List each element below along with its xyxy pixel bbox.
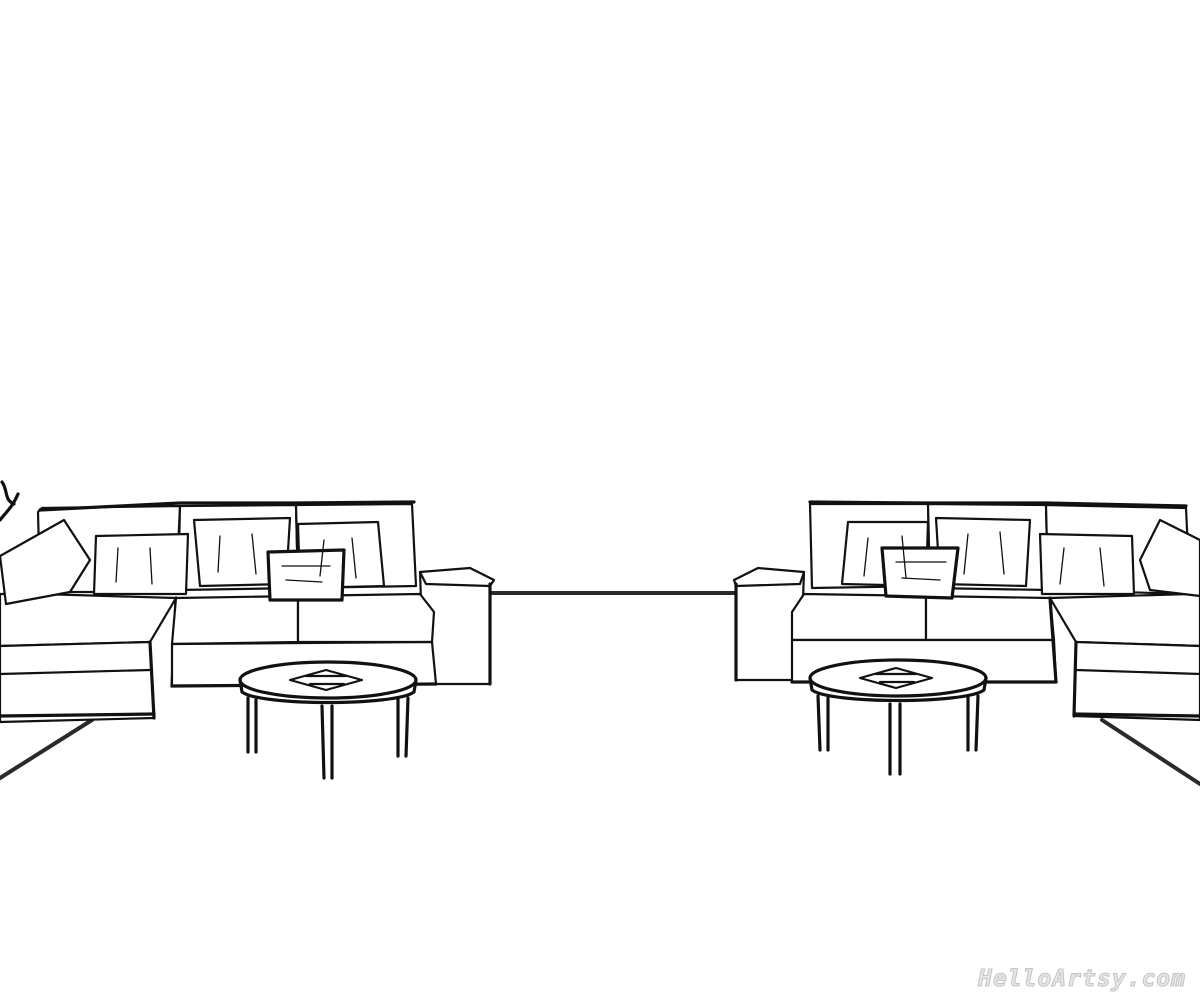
right-chaise-front: [1072, 640, 1200, 722]
left-pillow-1: [92, 532, 190, 596]
right-sectional-sofa: [732, 500, 1200, 722]
left-plant-stem: [0, 480, 20, 522]
right-floor-perspective-line: [1100, 718, 1200, 786]
left-round-coffee-table: [238, 660, 418, 780]
left-sofa-seat-cushion-1: [170, 594, 300, 646]
right-table-leg-left: [816, 694, 830, 752]
right-sofa-arm-top: [732, 566, 806, 588]
left-table-top-pattern: [288, 668, 364, 692]
left-sofa-seat-cushion-2: [296, 592, 436, 644]
right-table-edge: [808, 676, 988, 703]
right-pillow-chaise: [1138, 518, 1200, 598]
right-chaise-side-edge: [1048, 596, 1078, 718]
right-sofa-back-top-edge: [808, 500, 1188, 508]
right-chaise-bottom: [1072, 712, 1200, 718]
left-chaise-seam: [0, 668, 152, 676]
left-table-leg-left: [246, 696, 258, 754]
right-pillow-3: [1038, 532, 1136, 596]
left-chaise-front: [0, 640, 156, 724]
right-sofa-seat-cushion-2: [924, 594, 1056, 642]
left-pillow-creases: [115, 533, 357, 585]
left-table-top: [238, 660, 418, 700]
left-pillow-chaise: [0, 518, 92, 606]
left-pillow-front-crease: [281, 565, 331, 583]
helloartsy-watermark: HelloArtsy.com: [978, 966, 1186, 993]
left-chaise-top: [0, 592, 178, 648]
right-table-leg-right: [966, 694, 980, 752]
right-chaise-top: [1048, 592, 1200, 648]
left-table-leg-right: [396, 696, 410, 758]
right-round-coffee-table: [808, 658, 988, 776]
left-sofa-back-top-edge: [38, 500, 416, 512]
right-table-leg-center: [888, 702, 902, 776]
left-sofa-arm-top: [418, 566, 496, 588]
left-chaise-bottom: [0, 712, 156, 718]
left-table-leg-center: [320, 704, 334, 780]
left-floor-perspective-line: [0, 718, 94, 780]
right-table-top-pattern: [858, 666, 934, 690]
right-pillow-front: [880, 546, 960, 600]
left-table-edge: [238, 678, 418, 705]
right-pillow-creases: [863, 531, 1105, 587]
right-sofa-seat-cushion-1: [790, 592, 928, 642]
right-chaise-seam: [1074, 668, 1200, 676]
left-pillow-front: [266, 548, 346, 602]
right-table-top: [808, 658, 988, 698]
